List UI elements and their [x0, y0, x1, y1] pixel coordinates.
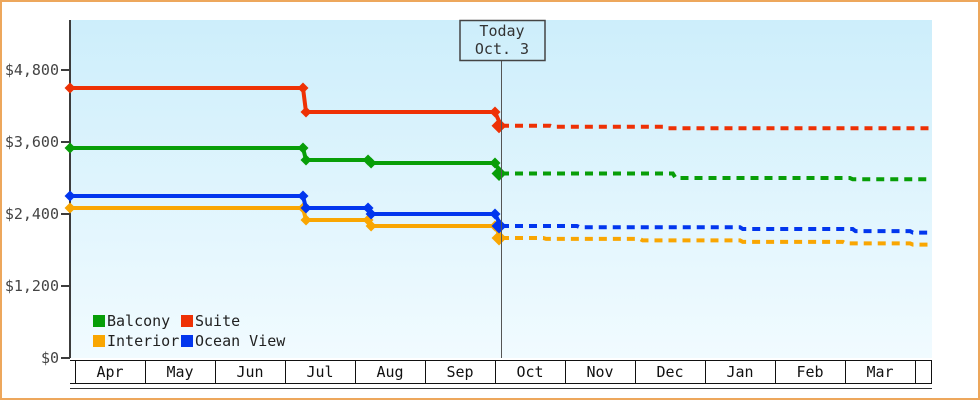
series-balcony-forecast-line [501, 171, 932, 182]
series-balcony-forecast-start-marker [491, 166, 507, 181]
series-balcony-marker [365, 157, 377, 169]
today-annotation: Today Oct. 3 [459, 19, 546, 358]
series-ocean-view-marker [489, 208, 501, 220]
legend-label-suite: Suite [195, 312, 240, 330]
legend: Balcony Suite Interior Ocean View [93, 312, 286, 350]
series-ocean-view-forecast-line [501, 224, 932, 235]
month-label: Oct [516, 363, 543, 381]
today-date-label: Oct. 3 [475, 40, 529, 58]
series-interior-marker [300, 214, 312, 226]
series-interior-forecast-start-marker [491, 230, 507, 246]
month-label: Apr [96, 363, 123, 381]
y-axis-label: $4,800 [5, 61, 59, 79]
series-interior-marker [64, 202, 76, 214]
legend-label-balcony: Balcony [107, 312, 170, 330]
legend-swatch-interior [93, 335, 105, 347]
month-label: Jan [726, 363, 753, 381]
series-balcony-marker [300, 154, 312, 166]
series-interior-marker [365, 220, 377, 232]
month-label: Mar [866, 363, 893, 381]
month-label: Jun [236, 363, 263, 381]
series-ocean-view-marker [300, 202, 312, 214]
series-suite-marker [489, 106, 501, 118]
month-label: Nov [586, 363, 613, 381]
month-label: Dec [656, 363, 683, 381]
y-axis-label: $1,200 [5, 277, 59, 295]
legend-swatch-ocean-view [181, 335, 193, 347]
series-balcony-marker [64, 142, 76, 154]
series-ocean-view-marker [64, 190, 76, 202]
today-label: Today [479, 22, 524, 40]
y-axis-label: $3,600 [5, 133, 59, 151]
series-ocean-view-marker [297, 190, 309, 202]
series-interior-forecast-line [501, 236, 932, 247]
month-axis-band: Apr May Jun Jul Aug Sep Oct Nov Dec Jan Feb Mar [70, 360, 932, 389]
month-label: Aug [376, 363, 403, 381]
month-label: Feb [796, 363, 823, 381]
legend-swatch-suite [181, 315, 193, 327]
series-ocean-view-marker [365, 208, 377, 220]
month-label: Sep [446, 363, 473, 381]
legend-swatch-balcony [93, 315, 105, 327]
series-ocean-view-forecast-start-marker [491, 218, 507, 234]
y-axis-label: $0 [41, 349, 59, 367]
y-axis-label: $2,400 [5, 205, 59, 223]
month-label: May [166, 363, 193, 381]
legend-label-ocean-view: Ocean View [195, 332, 286, 350]
y-axis: $0 $1,200 $2,400 $3,600 $4,800 [5, 61, 70, 367]
series-lines [64, 82, 932, 247]
y-axis-line [69, 20, 71, 358]
series-suite-forecast-start-marker [491, 118, 507, 134]
month-label: Jul [306, 363, 333, 381]
today-annotation-box [459, 19, 546, 62]
series-suite-marker [297, 82, 309, 94]
series-balcony-marker [297, 142, 309, 154]
legend-label-interior: Interior [107, 332, 179, 350]
series-balcony-marker [489, 157, 501, 169]
series-suite-marker [300, 106, 312, 118]
series-suite-marker [64, 82, 76, 94]
